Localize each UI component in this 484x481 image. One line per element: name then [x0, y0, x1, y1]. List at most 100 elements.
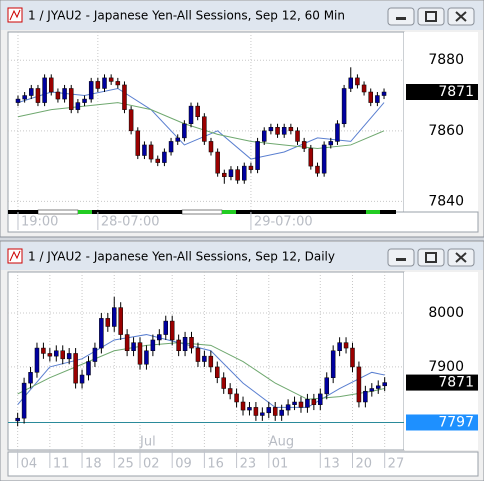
candle-body: [242, 165, 247, 181]
candle-body: [260, 412, 265, 416]
candle-body: [195, 347, 201, 362]
candle-body: [137, 342, 143, 365]
time-axis: [7, 451, 479, 477]
candle-body: [15, 417, 20, 422]
candle-body: [75, 102, 81, 110]
x-tick-label: 19:00: [21, 215, 58, 230]
moving-average: [17, 342, 385, 400]
minimize-button[interactable]: [387, 7, 415, 26]
candle-body: [247, 407, 252, 411]
candle-body: [148, 144, 154, 160]
candle-body: [337, 342, 342, 352]
candle-body: [124, 334, 130, 352]
glyph: [425, 252, 437, 263]
candle-body: [122, 84, 127, 110]
maximize-button[interactable]: [417, 248, 445, 267]
candle-body: [102, 77, 107, 89]
candle-body: [111, 307, 117, 327]
window-title: 1 / JYAU2 - Japanese Yen-All Sessions, S…: [28, 250, 335, 264]
candle-body: [92, 347, 98, 362]
candle-body: [29, 88, 34, 96]
candle-body: [68, 88, 74, 110]
time-axis: [7, 211, 479, 233]
candle-body: [324, 377, 329, 395]
x-tick-label: 27: [388, 457, 405, 472]
candle-body: [266, 407, 272, 414]
candle-body: [62, 88, 67, 100]
maximize-button[interactable]: [417, 7, 445, 26]
candle-body: [118, 307, 123, 335]
price-label: 7871: [438, 84, 474, 100]
candle-body: [308, 148, 314, 167]
candle-body: [22, 95, 27, 100]
candle-body: [235, 169, 240, 181]
candle-body: [169, 320, 175, 341]
x-tick-label: 02: [143, 457, 160, 472]
price-label: 7871: [438, 375, 474, 391]
candle-body: [279, 409, 284, 416]
candle-body: [162, 151, 167, 163]
x-tick-label: 20: [355, 457, 372, 472]
candle-body: [168, 141, 174, 153]
candle-body: [86, 361, 91, 376]
x-tick-label: 23: [240, 457, 257, 472]
candle-body: [208, 141, 214, 153]
candle-body: [356, 366, 362, 403]
candle-body: [361, 84, 367, 93]
candle-body: [208, 355, 214, 368]
candle-body: [253, 407, 259, 416]
candle-body: [363, 390, 368, 403]
candle-body: [95, 81, 101, 89]
y-tick-label: 7880: [428, 52, 464, 68]
month-label: Aug: [269, 435, 294, 450]
glyph: [396, 258, 406, 261]
x-tick-label: 16: [207, 457, 224, 472]
glyph: [425, 11, 437, 22]
candle-body: [73, 353, 78, 384]
candle-body: [182, 337, 188, 352]
candle-body: [315, 165, 320, 174]
candle-body: [275, 127, 280, 135]
candle-body: [182, 123, 187, 139]
candle-body: [328, 141, 334, 146]
candle-body: [35, 88, 41, 103]
y-tick-label: 7840: [428, 193, 464, 209]
candle-body: [321, 144, 327, 174]
candle-body: [355, 77, 360, 86]
candle-body: [202, 355, 207, 362]
x-tick-label: 25: [117, 457, 134, 472]
candle-body: [60, 350, 65, 360]
candle-body: [105, 318, 111, 327]
price-axis: [404, 32, 478, 212]
y-tick-label: 7860: [428, 123, 464, 139]
candle-body: [15, 98, 21, 103]
candle-body: [189, 337, 194, 349]
x-tick-label: 29-07:00: [254, 215, 313, 230]
candle-body: [343, 342, 349, 349]
candle-body: [41, 347, 46, 354]
x-tick-label: 28-07:00: [101, 215, 160, 230]
candle-body: [227, 388, 233, 395]
candle-body: [215, 366, 220, 378]
candle-body: [221, 377, 226, 389]
window-buttons[interactable]: [387, 7, 475, 26]
candle-body: [335, 123, 340, 142]
candle-body: [49, 77, 54, 93]
candle-body: [28, 372, 33, 384]
window-buttons[interactable]: [387, 248, 475, 267]
candle-body: [240, 401, 246, 411]
candle-body: [281, 127, 287, 135]
glyph: [455, 11, 467, 22]
moving-average: [17, 87, 385, 160]
candle-body: [202, 116, 207, 142]
candle-body: [131, 342, 136, 352]
price-box: [406, 374, 478, 391]
candle-body: [311, 399, 317, 405]
candle-body: [382, 382, 387, 387]
candle-body: [115, 81, 121, 86]
candle-body: [261, 130, 267, 142]
candle-body: [348, 77, 354, 89]
minimize-button[interactable]: [387, 248, 415, 267]
candle-body: [248, 165, 254, 170]
candle-body: [34, 347, 40, 373]
